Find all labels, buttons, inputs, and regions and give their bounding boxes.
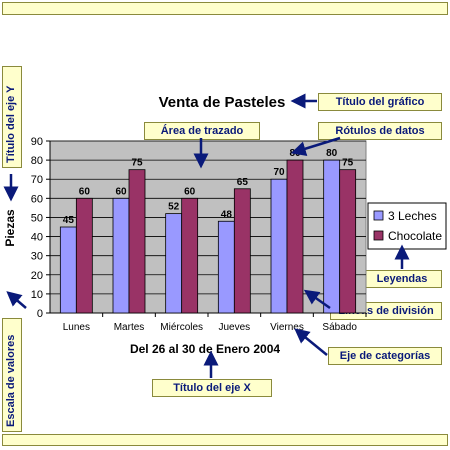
- data-label: 65: [237, 177, 249, 188]
- y-tick-label: 50: [31, 212, 43, 224]
- data-label: 75: [342, 158, 354, 169]
- bar-2: [286, 159, 304, 314]
- callout-y-axis-title: Título del eje Y: [2, 66, 22, 168]
- x-tick-label: Martes: [114, 322, 145, 333]
- data-label: 60: [79, 186, 91, 197]
- bar-1: [270, 178, 288, 314]
- legend-swatch: [373, 210, 384, 221]
- x-tick-label: Viernes: [270, 322, 304, 333]
- y-tick-label: 60: [31, 193, 43, 205]
- arrow-gridlines: [303, 289, 331, 310]
- legend-swatch: [373, 230, 384, 241]
- chart-title: Venta de Pasteles: [159, 94, 286, 111]
- data-label: 60: [184, 186, 196, 197]
- callout-value-scale: Escala de valores: [2, 318, 22, 432]
- bar-1: [112, 197, 130, 314]
- y-tick-label: 80: [31, 155, 43, 167]
- x-axis-title: Del 26 al 30 de Enero 2004: [130, 342, 280, 356]
- y-tick-label: 70: [31, 174, 43, 186]
- y-tick-label: 10: [31, 289, 43, 301]
- plot-area: [49, 140, 367, 314]
- bar-1: [217, 220, 235, 314]
- y-tick-label: 90: [31, 136, 43, 148]
- arrow-value-scale: [6, 291, 27, 309]
- callout-category-axis: Eje de categorías: [328, 347, 442, 365]
- bar-1: [165, 213, 183, 314]
- data-label: 70: [273, 167, 285, 178]
- bar-1: [59, 226, 77, 314]
- data-label: 75: [131, 158, 143, 169]
- arrow-data-labels: [290, 136, 341, 156]
- bar-2: [339, 169, 357, 314]
- bar-2: [128, 169, 146, 314]
- data-label: 48: [221, 209, 233, 220]
- callout-x-axis-title: Título del eje X: [152, 379, 272, 397]
- bar-1: [323, 159, 341, 314]
- data-label: 60: [115, 186, 127, 197]
- bar-2: [181, 197, 199, 314]
- top-banner: [2, 2, 448, 15]
- callout-chart-title: Título del gráfico: [318, 93, 442, 111]
- x-tick-label: Lunes: [63, 322, 90, 333]
- bar-2: [75, 197, 93, 314]
- bottom-banner: [2, 434, 448, 446]
- x-tick-label: Jueves: [218, 322, 250, 333]
- legend-label: 3 Leches: [388, 209, 437, 223]
- legend-label: Chocolate: [388, 229, 442, 243]
- data-label: 52: [168, 202, 180, 213]
- callout-plot-area: Área de trazado: [144, 122, 260, 140]
- y-tick-label: 0: [37, 308, 43, 320]
- y-tick-label: 30: [31, 251, 43, 263]
- data-label: 45: [63, 215, 75, 226]
- callout-data-labels: Rótulos de datos: [318, 122, 442, 140]
- data-label: 80: [326, 148, 338, 159]
- y-tick-label: 40: [31, 232, 43, 244]
- y-axis-title: Piezas: [3, 209, 17, 247]
- arrow-category-axis: [294, 328, 328, 356]
- bar-2: [233, 188, 251, 314]
- legend: 3 Leches Chocolate: [367, 202, 447, 250]
- y-tick-label: 20: [31, 270, 43, 282]
- callout-arrows: [3, 93, 410, 378]
- x-tick-label: Miércoles: [160, 322, 203, 333]
- x-tick-label: Sábado: [322, 322, 357, 333]
